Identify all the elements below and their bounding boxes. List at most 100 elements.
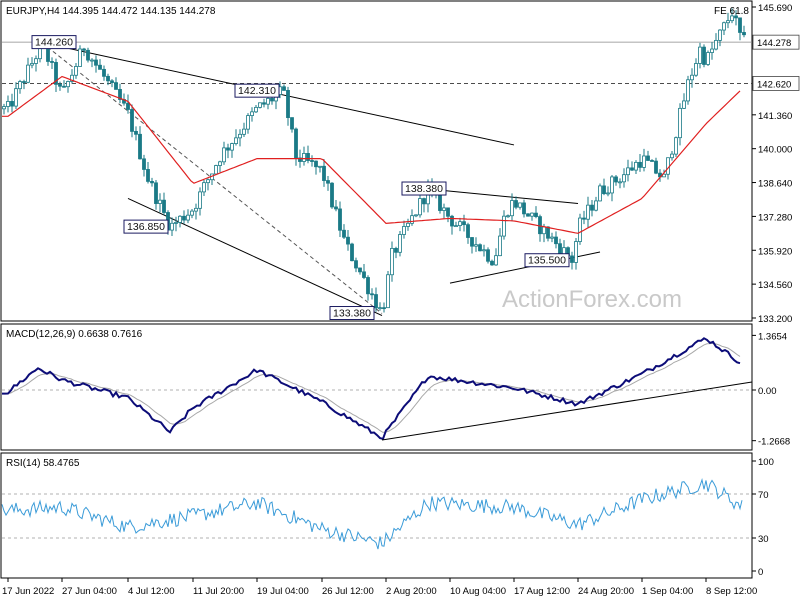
time-tick-label: 1 Sep 04:00 <box>642 586 693 597</box>
time-tick-label: 10 Aug 04:00 <box>450 586 506 597</box>
price-tick-label: 135.920 <box>758 246 792 257</box>
candle-body <box>606 192 610 195</box>
candle-body <box>98 64 102 70</box>
candle-body <box>170 222 174 231</box>
candle-body <box>650 160 654 162</box>
candle-body <box>354 260 358 269</box>
candle-body <box>538 216 542 235</box>
price-panel-frame <box>0 0 753 322</box>
rsi-tick-label: 100 <box>758 457 774 468</box>
candle-body <box>206 179 210 184</box>
candle-body <box>86 49 90 61</box>
candle-body <box>558 243 562 255</box>
candle-body <box>30 63 34 66</box>
candle-body <box>510 200 514 217</box>
price-label-box <box>123 219 169 234</box>
candle-body <box>218 161 222 166</box>
candle-body <box>342 229 346 238</box>
rsi-tick-label: 30 <box>758 534 769 545</box>
candle-body <box>190 210 194 216</box>
candle-body <box>446 207 450 217</box>
candle-body <box>458 221 462 227</box>
candle-body <box>742 32 746 36</box>
candle-body <box>686 79 690 102</box>
trendline <box>427 188 579 204</box>
rsi-title: RSI(14) 58.4765 <box>6 458 80 469</box>
candle-body <box>726 20 730 24</box>
candle-body <box>498 235 502 257</box>
candle-body <box>526 213 530 217</box>
candle-body <box>298 157 302 162</box>
candle-body <box>738 17 742 33</box>
candle-body <box>390 248 394 276</box>
price-label-box <box>401 181 447 196</box>
candle-body <box>114 82 118 90</box>
price-label-box <box>234 83 280 98</box>
candle-body <box>494 255 498 266</box>
watermark: ActionForex.com <box>502 286 682 313</box>
candle-body <box>570 255 574 263</box>
candle-body <box>34 58 38 64</box>
candle-body <box>422 198 426 205</box>
candle-body <box>238 133 242 139</box>
candle-body <box>378 307 382 310</box>
candle-body <box>350 243 354 262</box>
candle-body <box>70 74 74 82</box>
price-label-text: 133.380 <box>333 308 371 320</box>
candle-body <box>10 101 14 107</box>
candle-body <box>690 74 694 81</box>
candle-body <box>546 226 550 239</box>
time-tick-label: 8 Sep 12:00 <box>706 586 757 597</box>
sma-line <box>2 75 741 234</box>
time-tick-label: 17 Aug 12:00 <box>514 586 570 597</box>
candle-body <box>54 62 58 85</box>
candle-body <box>90 59 94 62</box>
macd-trendline <box>381 381 753 441</box>
price-tick-label: 145.690 <box>758 3 792 14</box>
candle-body <box>126 102 130 110</box>
candle-body <box>454 225 458 228</box>
price-label-text: 142.310 <box>238 85 276 97</box>
time-tick-label: 24 Aug 20:00 <box>578 586 634 597</box>
candle-body <box>734 15 738 19</box>
candle-body <box>386 274 390 309</box>
candle-body <box>178 215 182 223</box>
candle-body <box>406 222 410 227</box>
candle-body <box>646 155 650 161</box>
candle-body <box>14 88 18 107</box>
candle-body <box>594 200 598 211</box>
candle-body <box>242 128 246 135</box>
axis-ticks: 145.690 144.278 142.620 141.360 140.000 138.6… <box>2 3 800 597</box>
trendline <box>127 198 383 316</box>
candle-body <box>474 244 478 247</box>
price-tick-label: 133.200 <box>758 314 792 325</box>
candle-body <box>514 200 518 208</box>
candle-body <box>106 75 110 82</box>
symbol-header: EURJPY,H4 144.395 144.472 144.135 144.27… <box>6 6 216 17</box>
candle-body <box>118 89 122 100</box>
candle-body <box>582 217 586 220</box>
candle-body <box>326 180 330 184</box>
rsi-line <box>1 478 752 550</box>
candle-body <box>522 202 526 215</box>
candle-body <box>518 202 522 208</box>
candle-body <box>374 294 378 309</box>
candle-body <box>578 217 582 242</box>
time-tick-label: 26 Jul 12:00 <box>322 586 374 597</box>
candle-body <box>490 260 494 266</box>
price-label-box <box>524 253 570 268</box>
time-tick-label: 19 Jul 04:00 <box>257 586 309 597</box>
candle-body <box>194 207 198 212</box>
candle-body <box>442 207 446 211</box>
candle-body <box>62 85 66 88</box>
candles <box>2 8 746 313</box>
candle-body <box>402 226 406 235</box>
candle-body <box>470 237 474 247</box>
candle-body <box>154 182 158 204</box>
candle-body <box>486 249 490 262</box>
candle-body <box>294 128 298 159</box>
candle-body <box>338 208 342 231</box>
candle-body <box>502 215 506 237</box>
macd-panel-frame <box>0 323 753 451</box>
